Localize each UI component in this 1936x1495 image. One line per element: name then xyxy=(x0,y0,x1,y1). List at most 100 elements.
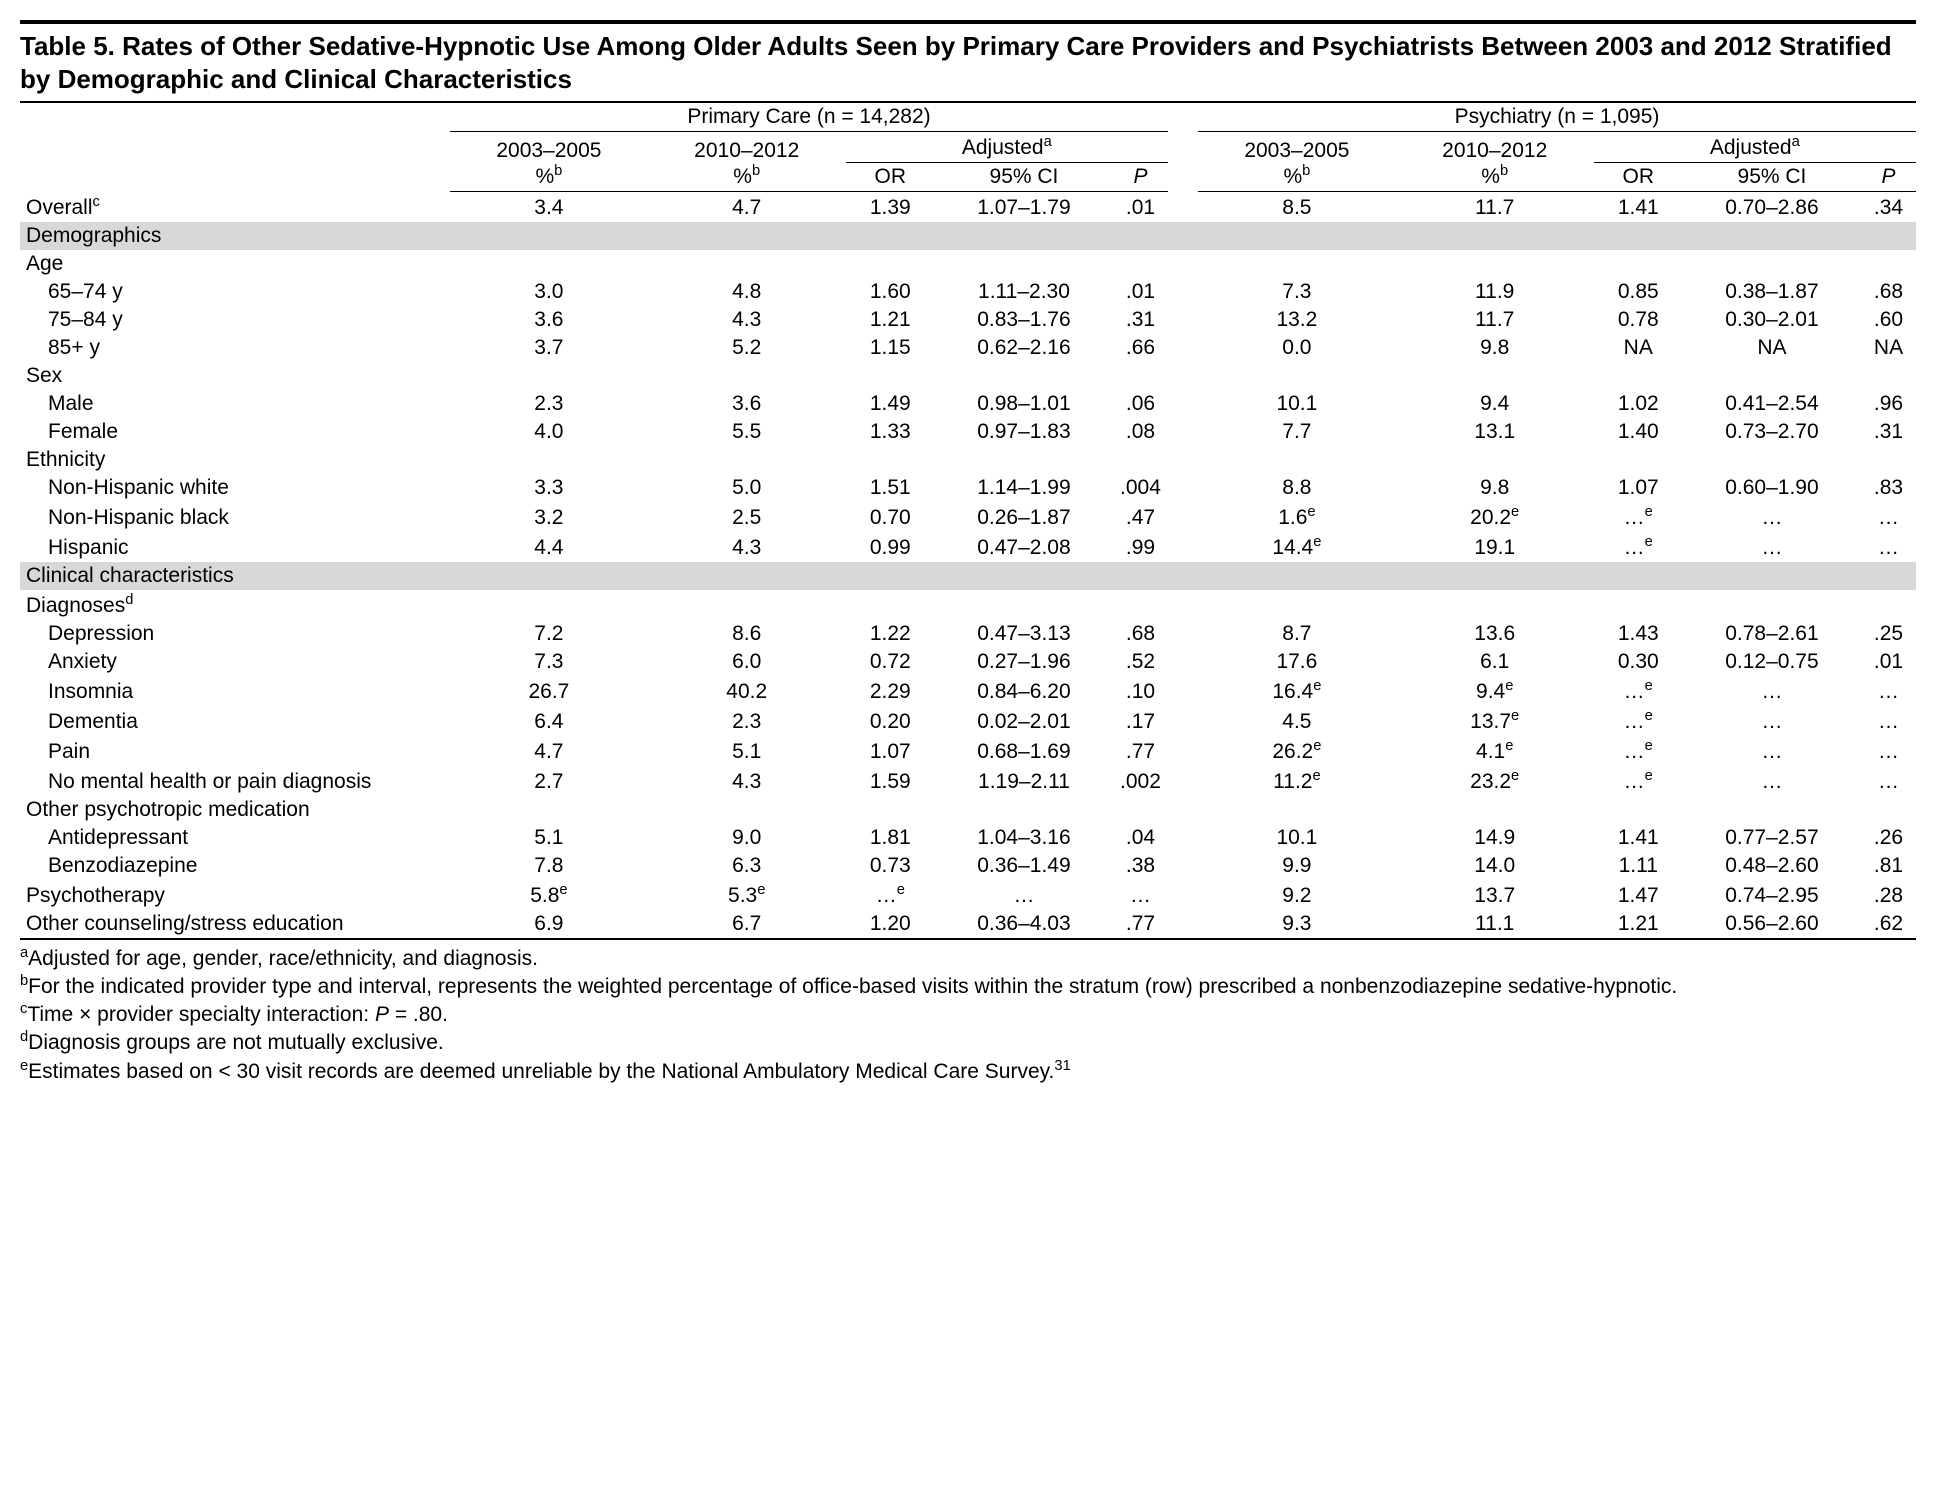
row-label: Female xyxy=(20,418,450,446)
cell: .06 xyxy=(1113,390,1168,418)
row-label: Psychotherapy xyxy=(20,880,450,910)
cell: 4.8 xyxy=(648,278,846,306)
cell: … xyxy=(1861,766,1916,796)
cell: 4.0 xyxy=(450,418,648,446)
col-pc-p: P xyxy=(1113,163,1168,192)
col-pc-2010: 2010–2012%b xyxy=(648,132,846,192)
cell: 3.4 xyxy=(450,192,648,222)
cell: .77 xyxy=(1113,736,1168,766)
cell: 11.7 xyxy=(1396,306,1594,334)
cell: 1.22 xyxy=(846,620,935,648)
cell: .52 xyxy=(1113,648,1168,676)
cell: .34 xyxy=(1861,192,1916,222)
cell: 4.7 xyxy=(648,192,846,222)
cell: .26 xyxy=(1861,824,1916,852)
cell: 13.7 xyxy=(1396,880,1594,910)
cell: … xyxy=(1683,736,1861,766)
cell: 7.3 xyxy=(450,648,648,676)
cell: 11.7 xyxy=(1396,192,1594,222)
cell: 0.98–1.01 xyxy=(935,390,1113,418)
cell: 0.27–1.96 xyxy=(935,648,1113,676)
cell: 9.2 xyxy=(1198,880,1396,910)
cell: …e xyxy=(846,880,935,910)
footnote: dDiagnosis groups are not mutually exclu… xyxy=(20,1028,1916,1056)
cell: 8.6 xyxy=(648,620,846,648)
cell: 4.4 xyxy=(450,532,648,562)
cell: 14.9 xyxy=(1396,824,1594,852)
row-label: 85+ y xyxy=(20,334,450,362)
cell: 10.1 xyxy=(1198,390,1396,418)
cell: 1.20 xyxy=(846,910,935,939)
cell: 9.4e xyxy=(1396,676,1594,706)
col-pc-2003: 2003–2005%b xyxy=(450,132,648,192)
cell: 1.07 xyxy=(1594,474,1683,502)
cell: 4.3 xyxy=(648,532,846,562)
cell: 9.4 xyxy=(1396,390,1594,418)
cell: 0.36–1.49 xyxy=(935,852,1113,880)
cell: 9.3 xyxy=(1198,910,1396,939)
row-label: Other counseling/stress education xyxy=(20,910,450,939)
cell: .60 xyxy=(1861,306,1916,334)
row-label: Pain xyxy=(20,736,450,766)
cell: … xyxy=(935,880,1113,910)
cell: 11.2e xyxy=(1198,766,1396,796)
col-pc-adjusted: Adjusteda xyxy=(846,132,1168,163)
row-label: Dementia xyxy=(20,706,450,736)
cell: … xyxy=(1861,676,1916,706)
cell: .002 xyxy=(1113,766,1168,796)
cell: … xyxy=(1861,532,1916,562)
col-psy-p: P xyxy=(1861,163,1916,192)
cell: .31 xyxy=(1113,306,1168,334)
cell: … xyxy=(1683,766,1861,796)
cell: 0.70–2.86 xyxy=(1683,192,1861,222)
cell: …e xyxy=(1594,706,1683,736)
cell: 0.60–1.90 xyxy=(1683,474,1861,502)
row-label: Overallc xyxy=(20,192,450,222)
cell: 1.43 xyxy=(1594,620,1683,648)
cell: .10 xyxy=(1113,676,1168,706)
cell: 6.1 xyxy=(1396,648,1594,676)
cell: 0.38–1.87 xyxy=(1683,278,1861,306)
cell: 0.02–2.01 xyxy=(935,706,1113,736)
cell: 5.5 xyxy=(648,418,846,446)
cell: 1.14–1.99 xyxy=(935,474,1113,502)
cell: 0.26–1.87 xyxy=(935,502,1113,532)
cell: .81 xyxy=(1861,852,1916,880)
cell: 0.85 xyxy=(1594,278,1683,306)
cell: 0.36–4.03 xyxy=(935,910,1113,939)
row-label: Sex xyxy=(20,362,450,390)
table-title: Table 5. Rates of Other Sedative-Hypnoti… xyxy=(20,20,1916,101)
table-head: Primary Care (n = 14,282) Psychiatry (n … xyxy=(20,102,1916,192)
cell: 0.12–0.75 xyxy=(1683,648,1861,676)
cell: 13.2 xyxy=(1198,306,1396,334)
cell: 6.4 xyxy=(450,706,648,736)
cell: 11.9 xyxy=(1396,278,1594,306)
cell: 0.78 xyxy=(1594,306,1683,334)
cell: 17.6 xyxy=(1198,648,1396,676)
cell: 1.11–2.30 xyxy=(935,278,1113,306)
cell: 40.2 xyxy=(648,676,846,706)
footnote: eEstimates based on < 30 visit records a… xyxy=(20,1057,1916,1085)
cell: NA xyxy=(1683,334,1861,362)
cell: 13.6 xyxy=(1396,620,1594,648)
cell: 7.7 xyxy=(1198,418,1396,446)
cell: 1.47 xyxy=(1594,880,1683,910)
row-label: Benzodiazepine xyxy=(20,852,450,880)
cell: 5.2 xyxy=(648,334,846,362)
cell: .31 xyxy=(1861,418,1916,446)
cell: 1.21 xyxy=(846,306,935,334)
cell: .01 xyxy=(1113,278,1168,306)
cell: …e xyxy=(1594,502,1683,532)
cell: 5.1 xyxy=(450,824,648,852)
cell: 1.39 xyxy=(846,192,935,222)
cell: 1.59 xyxy=(846,766,935,796)
row-label: Non-Hispanic black xyxy=(20,502,450,532)
cell: 14.0 xyxy=(1396,852,1594,880)
cell: 8.5 xyxy=(1198,192,1396,222)
cell: 1.19–2.11 xyxy=(935,766,1113,796)
cell: 6.9 xyxy=(450,910,648,939)
col-psy-adjusted: Adjusteda xyxy=(1594,132,1916,163)
cell: 0.56–2.60 xyxy=(1683,910,1861,939)
cell: …e xyxy=(1594,676,1683,706)
cell: 5.3e xyxy=(648,880,846,910)
